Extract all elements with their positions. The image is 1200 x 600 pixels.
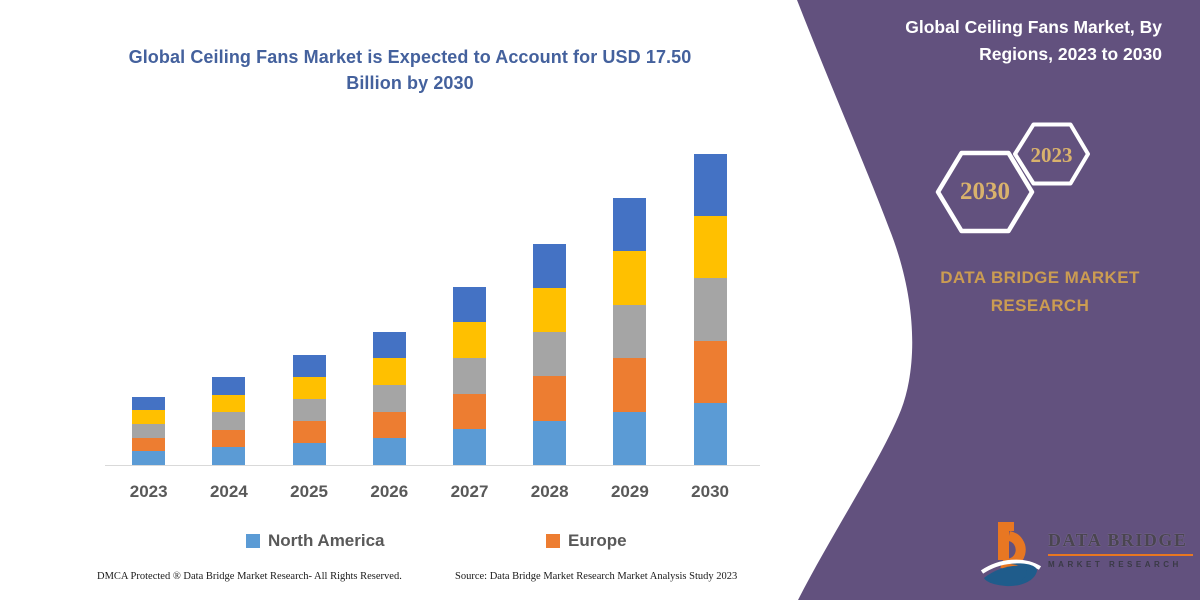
bar-segment bbox=[372, 384, 406, 412]
bar-segment bbox=[453, 357, 486, 394]
bar-segment bbox=[453, 393, 486, 430]
bar-2029 bbox=[613, 197, 647, 465]
bar-segment bbox=[212, 429, 246, 448]
panel-title: Global Ceiling Fans Market, By Regions, … bbox=[905, 17, 1162, 65]
bar-segment bbox=[212, 377, 246, 395]
dmca-notice: DMCA Protected ® Data Bridge Market Rese… bbox=[97, 571, 402, 582]
bar-segment bbox=[453, 322, 486, 358]
legend-item-europe: Europe bbox=[546, 531, 627, 551]
bar-2024 bbox=[212, 377, 246, 465]
bar-segment bbox=[533, 420, 567, 465]
bar-segment bbox=[132, 451, 166, 465]
bar-segment bbox=[292, 443, 326, 465]
bar-segment bbox=[613, 304, 647, 358]
stacked-bar-chart bbox=[105, 145, 760, 466]
bar-segment bbox=[693, 402, 727, 465]
bar-segment bbox=[613, 358, 647, 412]
bar-segment bbox=[292, 377, 326, 399]
legend-swatch-icon bbox=[246, 534, 260, 548]
bar-segment bbox=[533, 332, 567, 377]
chart-title: Global Ceiling Fans Market is Expected t… bbox=[128, 47, 692, 94]
bar-segment bbox=[292, 399, 326, 421]
x-tick-2027: 2027 bbox=[450, 482, 489, 501]
bar-segment bbox=[132, 423, 166, 438]
bar-segment bbox=[372, 331, 406, 359]
bar-segment bbox=[132, 410, 166, 424]
bar-segment bbox=[693, 216, 727, 279]
bar-segment bbox=[372, 411, 406, 439]
legend-label: North America bbox=[268, 531, 385, 550]
bar-segment bbox=[693, 154, 727, 217]
bar-2030 bbox=[693, 154, 727, 465]
bar-2028 bbox=[533, 243, 567, 465]
bar-segment bbox=[372, 438, 406, 465]
dbmr-logo: DATA BRIDGE MARKET RESEARCH bbox=[980, 516, 1195, 594]
bar-segment bbox=[212, 412, 246, 430]
bar-segment bbox=[292, 421, 326, 443]
x-tick-2026: 2026 bbox=[370, 482, 409, 501]
bar-segment bbox=[533, 243, 567, 288]
bar-2026 bbox=[372, 331, 406, 465]
chart-legend: North America Europe bbox=[105, 531, 760, 557]
hexagons-graphic bbox=[935, 122, 1090, 234]
hex-year-2023: 2023 bbox=[1030, 143, 1073, 167]
bar-2025 bbox=[292, 355, 326, 465]
bar-segment bbox=[212, 394, 246, 413]
bar-segment bbox=[693, 278, 727, 341]
bar-segment bbox=[693, 340, 727, 403]
x-tick-2025: 2025 bbox=[290, 482, 328, 501]
legend-item-north-america: North America bbox=[246, 531, 385, 551]
x-tick-2024: 2024 bbox=[209, 482, 248, 501]
x-tick-2023: 2023 bbox=[129, 482, 168, 501]
x-tick-2028: 2028 bbox=[530, 482, 569, 501]
bar-segment bbox=[533, 287, 567, 333]
x-tick-2029: 2029 bbox=[610, 482, 649, 501]
x-axis-labels: 2023 2024 2025 2026 2027 2028 2029 2030 bbox=[105, 482, 760, 506]
bar-segment bbox=[613, 197, 647, 251]
dbmr-logo-subtitle: MARKET RESEARCH bbox=[1048, 560, 1182, 569]
bar-segment bbox=[212, 447, 246, 465]
bar-segment bbox=[453, 286, 486, 323]
bar-2027 bbox=[453, 286, 486, 465]
brand-wordmark: DATA BRIDGE MARKET RESEARCH bbox=[940, 268, 1140, 315]
dbmr-logo-title: DATA BRIDGE bbox=[1048, 530, 1193, 556]
dbmr-logo-icon bbox=[980, 522, 1042, 587]
bar-segment bbox=[292, 355, 326, 377]
bar-segment bbox=[132, 396, 166, 411]
legend-label: Europe bbox=[568, 531, 627, 550]
dbmr-logo-text: DATA BRIDGE MARKET RESEARCH bbox=[1048, 530, 1193, 569]
bar-2023 bbox=[132, 396, 166, 465]
chart-footer: DMCA Protected ® Data Bridge Market Rese… bbox=[0, 569, 770, 589]
source-notice: Source: Data Bridge Market Research Mark… bbox=[455, 571, 738, 582]
bar-segment bbox=[453, 429, 486, 465]
bar-segment bbox=[533, 376, 567, 421]
legend-swatch-icon bbox=[546, 534, 560, 548]
hex-year-2030: 2030 bbox=[960, 178, 1010, 205]
x-tick-2030: 2030 bbox=[691, 482, 729, 501]
bar-segment bbox=[132, 437, 166, 452]
bar-segment bbox=[613, 251, 647, 305]
bar-segment bbox=[613, 411, 647, 465]
bar-segment bbox=[372, 358, 406, 385]
